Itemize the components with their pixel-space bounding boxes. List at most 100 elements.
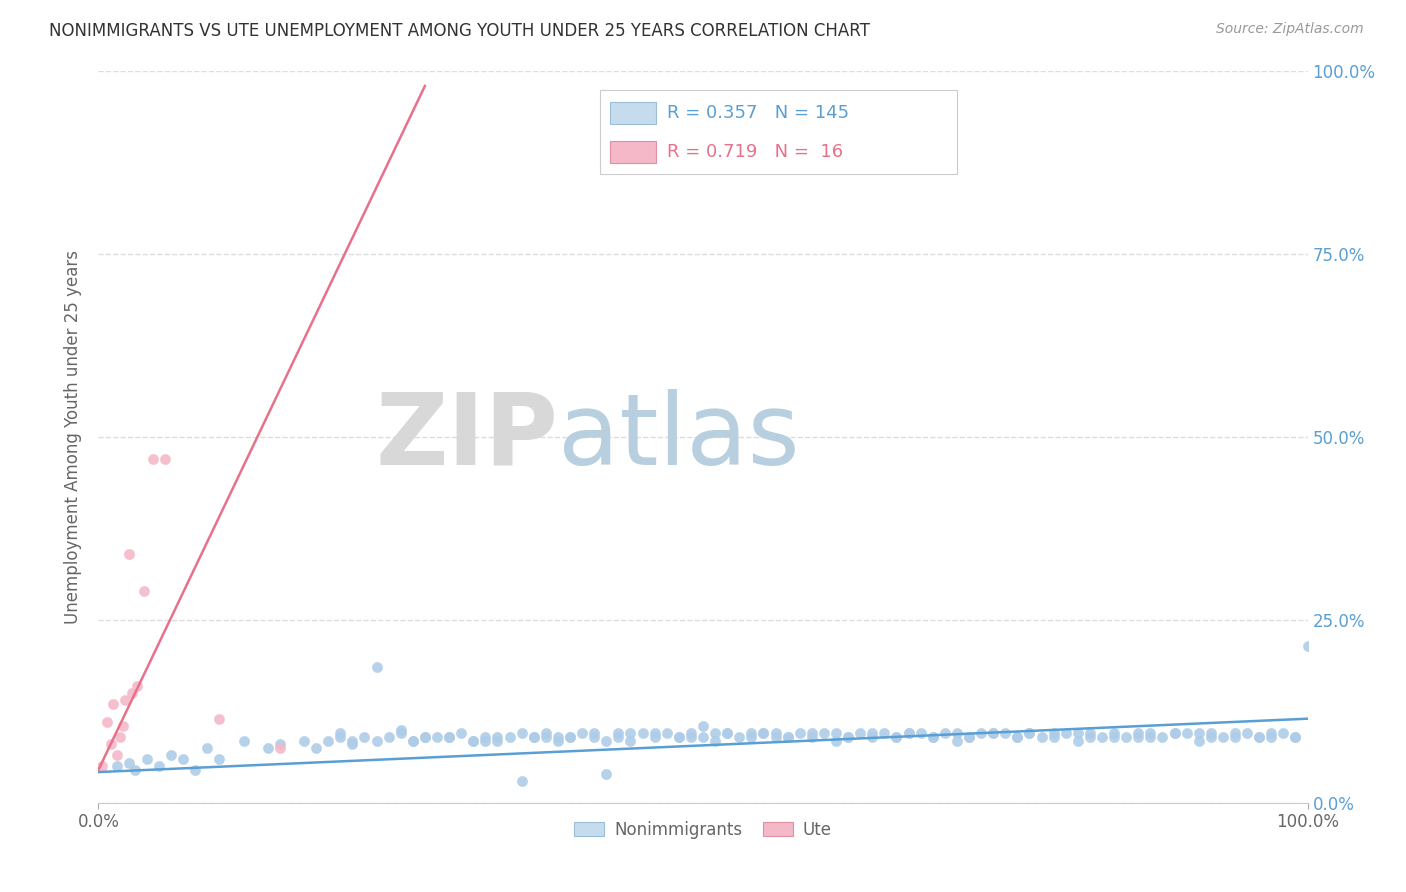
Text: Source: ZipAtlas.com: Source: ZipAtlas.com bbox=[1216, 22, 1364, 37]
Text: NONIMMIGRANTS VS UTE UNEMPLOYMENT AMONG YOUTH UNDER 25 YEARS CORRELATION CHART: NONIMMIGRANTS VS UTE UNEMPLOYMENT AMONG … bbox=[49, 22, 870, 40]
Point bbox=[957, 730, 980, 744]
FancyBboxPatch shape bbox=[610, 102, 655, 124]
Point bbox=[523, 730, 546, 744]
Point bbox=[1115, 730, 1137, 744]
Point bbox=[679, 730, 702, 744]
Point bbox=[752, 726, 775, 740]
Point bbox=[1139, 726, 1161, 740]
Point bbox=[292, 733, 315, 747]
Point bbox=[96, 715, 118, 730]
Point bbox=[402, 733, 425, 747]
Point bbox=[583, 730, 606, 744]
Point bbox=[1284, 730, 1306, 744]
Point bbox=[118, 756, 141, 770]
Point bbox=[1188, 733, 1211, 747]
Point bbox=[148, 759, 170, 773]
Point bbox=[208, 752, 231, 766]
Point bbox=[897, 726, 920, 740]
Point bbox=[342, 737, 364, 751]
Point bbox=[776, 730, 799, 744]
Point bbox=[1175, 726, 1198, 740]
Point bbox=[1212, 730, 1234, 744]
Point bbox=[716, 726, 738, 740]
Point bbox=[981, 726, 1004, 740]
Point bbox=[486, 730, 509, 744]
Legend: Nonimmigrants, Ute: Nonimmigrants, Ute bbox=[568, 814, 838, 846]
Point bbox=[704, 726, 727, 740]
Point bbox=[184, 763, 207, 777]
Point bbox=[437, 730, 460, 744]
Point bbox=[1042, 726, 1064, 740]
Point bbox=[1249, 730, 1271, 744]
Point bbox=[195, 740, 218, 755]
Point bbox=[1199, 726, 1222, 740]
Point bbox=[994, 726, 1017, 740]
Point bbox=[342, 733, 364, 747]
Point bbox=[105, 748, 128, 763]
Point bbox=[644, 730, 666, 744]
Point bbox=[172, 752, 194, 766]
Point bbox=[450, 726, 472, 740]
Point bbox=[329, 730, 352, 744]
Point bbox=[1152, 730, 1174, 744]
Point bbox=[1163, 726, 1185, 740]
FancyBboxPatch shape bbox=[600, 90, 957, 174]
Point bbox=[692, 730, 714, 744]
Point bbox=[413, 730, 436, 744]
Point bbox=[668, 730, 690, 744]
Point bbox=[970, 726, 993, 740]
Point bbox=[1163, 726, 1185, 740]
Point bbox=[389, 723, 412, 737]
Point bbox=[463, 733, 485, 747]
Point bbox=[825, 726, 848, 740]
Point bbox=[1139, 730, 1161, 744]
Point bbox=[1236, 726, 1258, 740]
Point bbox=[208, 712, 231, 726]
Point bbox=[523, 730, 546, 744]
Point bbox=[837, 730, 859, 744]
Point bbox=[765, 726, 787, 740]
Point bbox=[1188, 726, 1211, 740]
Point bbox=[860, 726, 883, 740]
Point bbox=[1260, 726, 1282, 740]
Point bbox=[1223, 730, 1246, 744]
Point bbox=[118, 547, 141, 561]
Point bbox=[124, 763, 146, 777]
Text: ZIP: ZIP bbox=[375, 389, 558, 485]
Point bbox=[1249, 730, 1271, 744]
Point bbox=[1007, 730, 1029, 744]
Point bbox=[752, 726, 775, 740]
Point bbox=[142, 452, 165, 467]
Point bbox=[1067, 726, 1090, 740]
Point bbox=[377, 730, 399, 744]
Point bbox=[498, 730, 520, 744]
Point bbox=[668, 730, 690, 744]
Point bbox=[121, 686, 143, 700]
Point bbox=[232, 733, 254, 747]
Point bbox=[910, 726, 932, 740]
Text: R = 0.719   N =  16: R = 0.719 N = 16 bbox=[666, 143, 842, 161]
Point bbox=[534, 726, 557, 740]
Point bbox=[111, 719, 134, 733]
Point bbox=[946, 726, 969, 740]
Point bbox=[619, 733, 641, 747]
Point bbox=[1223, 726, 1246, 740]
Point bbox=[510, 726, 533, 740]
Point bbox=[800, 726, 823, 740]
Point bbox=[1054, 726, 1077, 740]
Point bbox=[631, 726, 654, 740]
Point bbox=[1031, 730, 1053, 744]
Point bbox=[1078, 730, 1101, 744]
Point bbox=[679, 726, 702, 740]
Point bbox=[108, 730, 131, 744]
Point bbox=[353, 730, 375, 744]
Text: R = 0.357   N = 145: R = 0.357 N = 145 bbox=[666, 104, 849, 122]
Point bbox=[583, 726, 606, 740]
Point bbox=[534, 730, 557, 744]
Point bbox=[886, 730, 908, 744]
Point bbox=[619, 726, 641, 740]
Point bbox=[837, 730, 859, 744]
Point bbox=[474, 730, 496, 744]
Point bbox=[160, 748, 183, 763]
Point bbox=[153, 452, 176, 467]
